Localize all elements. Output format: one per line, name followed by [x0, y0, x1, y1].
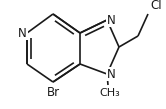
Text: N: N [107, 14, 116, 26]
Text: CH₃: CH₃ [100, 88, 120, 98]
Text: Cl: Cl [150, 0, 162, 12]
Text: N: N [18, 26, 27, 39]
Text: Br: Br [46, 86, 60, 99]
Text: N: N [107, 67, 116, 81]
